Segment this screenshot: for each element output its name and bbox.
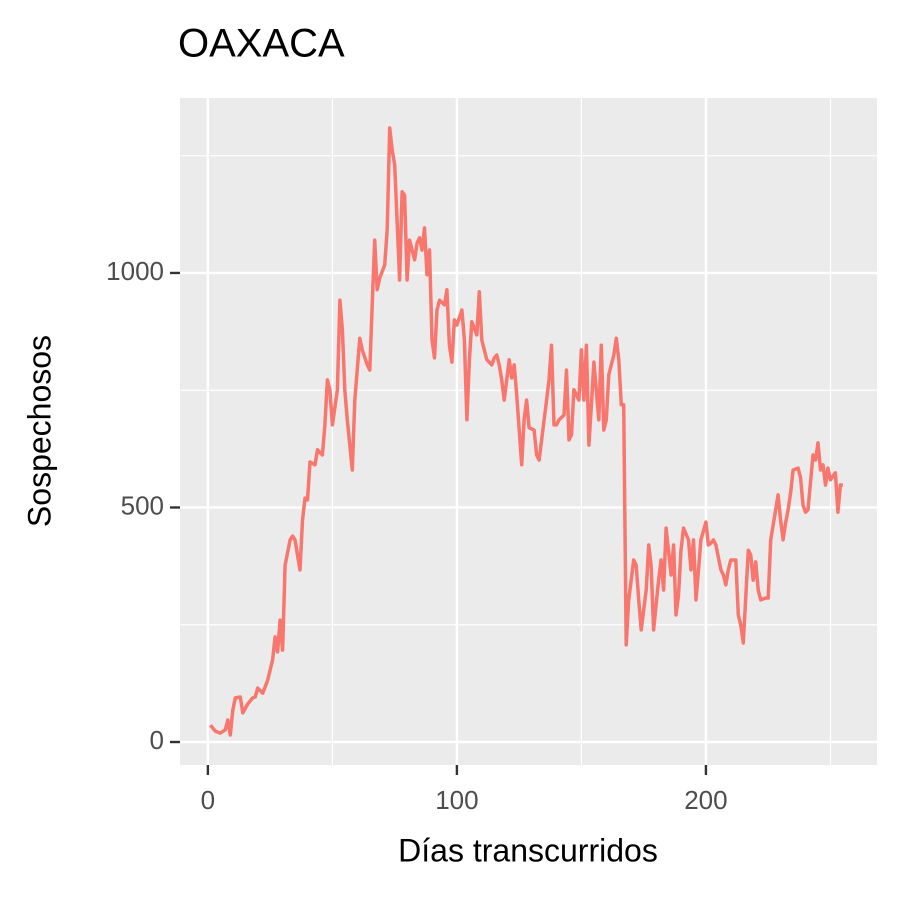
plot-panel <box>180 98 877 765</box>
data-line <box>209 126 843 737</box>
x-axis-title: Días transcurridos <box>398 832 658 868</box>
x-tick-label: 100 <box>435 785 478 815</box>
y-tick-label: 1000 <box>106 256 164 286</box>
y-tick-label: 0 <box>150 725 164 755</box>
x-tick-label: 200 <box>684 785 727 815</box>
chart-title: OAXACA <box>178 22 345 66</box>
x-tick-label: 0 <box>201 785 215 815</box>
y-tick-label: 500 <box>121 490 164 520</box>
y-axis-title: Sospechosos <box>21 335 57 527</box>
